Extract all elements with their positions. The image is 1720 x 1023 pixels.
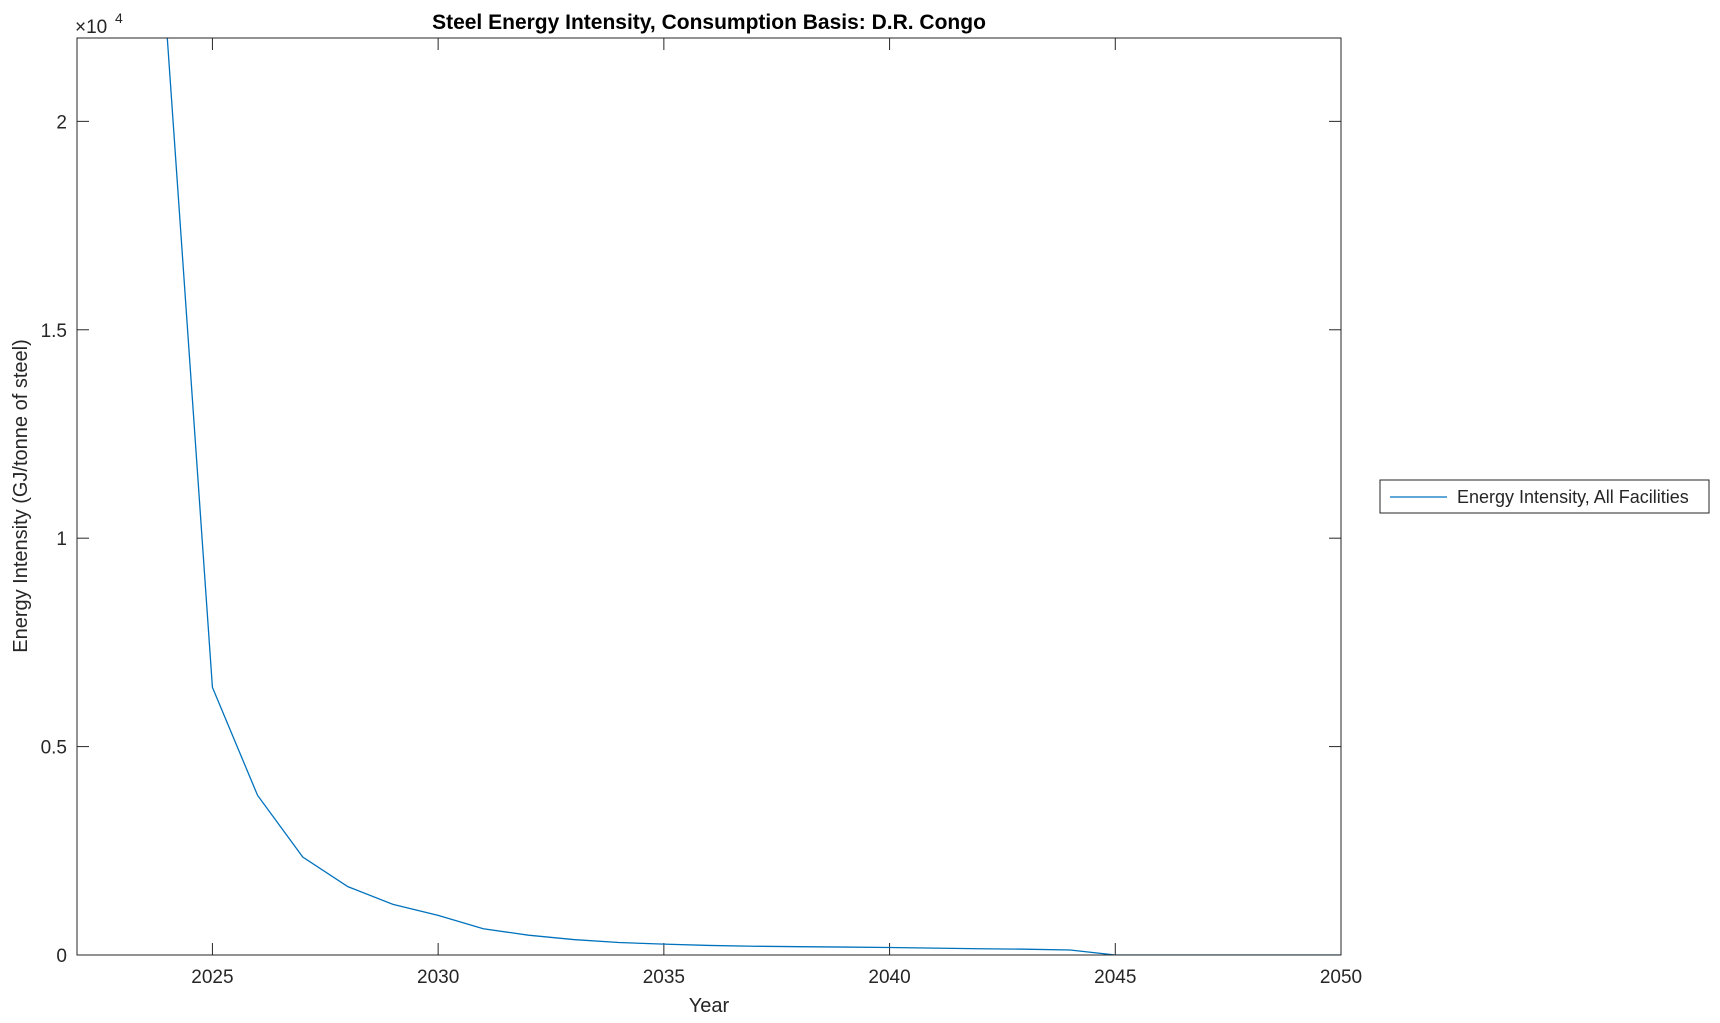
y-tick-label: 1	[56, 529, 67, 550]
x-tick-label: 2025	[191, 967, 233, 988]
y-tick-label: 0	[56, 946, 67, 967]
plot-area	[77, 38, 1341, 955]
x-tick-label: 2045	[1094, 967, 1136, 988]
x-axis-ticks: 2025 2030 2035 2040 2045 2050	[191, 38, 1362, 988]
x-tick-label: 2050	[1320, 967, 1362, 988]
x-tick-label: 2030	[417, 967, 459, 988]
y-tick-label: 2	[56, 112, 67, 133]
y-exponent-base: ×10	[75, 17, 107, 38]
y-axis-label: Energy Intensity (GJ/tonne of steel)	[10, 339, 32, 653]
x-tick-label: 2040	[868, 967, 910, 988]
legend-label: Energy Intensity, All Facilities	[1457, 487, 1689, 507]
x-tick-label: 2035	[643, 967, 685, 988]
x-axis-label: Year	[689, 995, 730, 1017]
y-exponent: ×10 4	[75, 10, 123, 38]
y-tick-label: 0.5	[41, 738, 67, 759]
y-exponent-power: 4	[115, 10, 123, 26]
legend[interactable]: Energy Intensity, All Facilities	[1379, 479, 1710, 514]
axes-box	[76, 37, 1342, 956]
chart-title: Steel Energy Intensity, Consumption Basi…	[432, 11, 986, 34]
y-tick-label: 1.5	[41, 321, 67, 342]
